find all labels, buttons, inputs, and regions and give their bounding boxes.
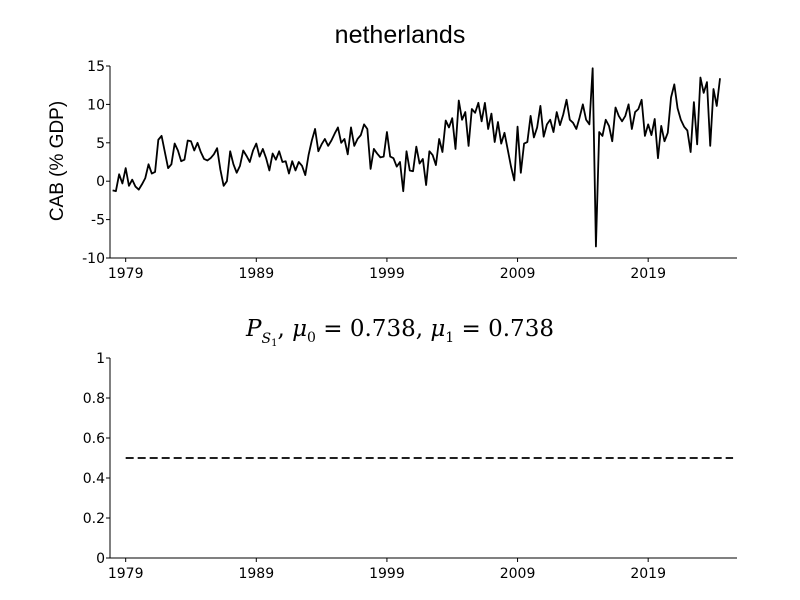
chart-top-x-tick-label: 1979 xyxy=(108,266,144,282)
chart-top-y-tick-label: -10 xyxy=(82,251,105,267)
chart-top-ticks: -10 -5 0 5 10 15 1979 1989 1999 2009 2019 xyxy=(82,59,666,282)
chart-top-y-tick-label: -5 xyxy=(91,213,105,229)
chart-top-title: netherlands xyxy=(335,21,466,49)
chart-bottom: PS1, μ0 = 0.738, μ1 = 0.738 0 0.2 0.4 0.6 0.… xyxy=(83,316,737,582)
chart-top-ylabel: CAB (% GDP) xyxy=(47,101,68,221)
title-val0: = 0.738, xyxy=(316,316,423,342)
title-sub-s: S xyxy=(262,331,272,347)
chart-top-y-tick-label: 0 xyxy=(96,174,105,190)
chart-bottom-y-tick-label: 0.2 xyxy=(83,511,105,527)
chart-top-y-tick-label: 15 xyxy=(87,59,105,75)
title-sub-s-1: 1 xyxy=(271,338,277,349)
chart-bottom-y-tick-label: 0.6 xyxy=(83,431,105,447)
chart-bottom-title: PS1, μ0 = 0.738, μ1 = 0.738 xyxy=(245,316,554,349)
chart-top-x-tick-label: 2019 xyxy=(630,266,666,282)
chart-bottom-x-tick-label: 1999 xyxy=(369,566,405,582)
title-mu1: μ xyxy=(430,316,445,342)
chart-bottom-y-tick-label: 0 xyxy=(96,551,105,567)
chart-top: netherlands CAB (% GDP) -10 -5 0 5 10 15 1979 1… xyxy=(47,21,737,282)
chart-bottom-x-tick-label: 2009 xyxy=(500,566,536,582)
title-val1: = 0.738 xyxy=(454,316,554,342)
chart-bottom-y-tick-label: 0.8 xyxy=(83,391,105,407)
chart-top-x-tick-label: 1989 xyxy=(238,266,274,282)
title-sub-1: 1 xyxy=(445,330,454,346)
chart-top-axes xyxy=(109,66,737,259)
chart-bottom-axes xyxy=(109,358,737,559)
chart-top-series xyxy=(112,67,721,248)
chart-top-y-tick-label: 5 xyxy=(96,136,105,152)
title-p: P xyxy=(245,316,262,342)
title-sub-0: 0 xyxy=(307,330,316,346)
chart-top-x-tick-label: 1999 xyxy=(369,266,405,282)
chart-bottom-ticks: 0 0.2 0.4 0.6 0.8 1 1979 1989 1999 2009 2019 xyxy=(83,351,666,582)
chart-bottom-y-tick-label: 0.4 xyxy=(83,471,105,487)
chart-bottom-x-tick-label: 1989 xyxy=(238,566,274,582)
title-mu0: μ xyxy=(292,316,307,342)
chart-bottom-y-tick-label: 1 xyxy=(96,351,105,367)
chart-bottom-x-tick-label: 1979 xyxy=(108,566,144,582)
chart-top-series-line xyxy=(112,67,721,248)
chart-top-x-tick-label: 2009 xyxy=(500,266,536,282)
chart-bottom-x-tick-label: 2019 xyxy=(630,566,666,582)
chart-top-y-tick-label: 10 xyxy=(87,97,105,113)
